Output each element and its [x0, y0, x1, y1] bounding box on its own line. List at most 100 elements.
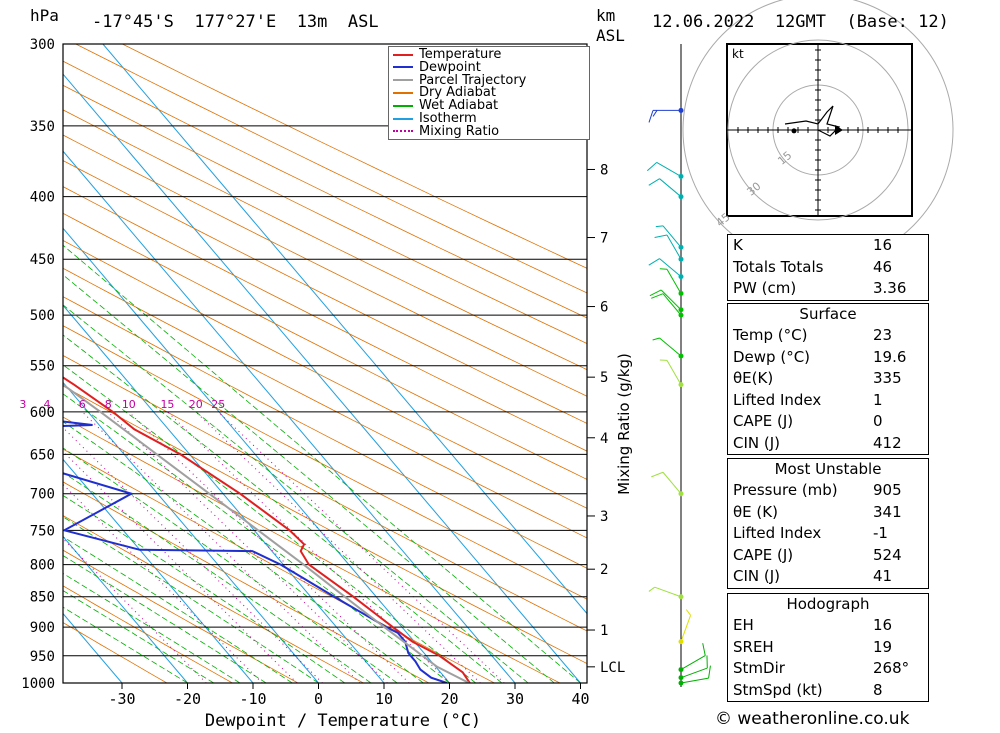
wet-adiabat-line	[63, 472, 372, 683]
temperature-tick-label: 10	[375, 690, 393, 708]
pw-label: PW (cm)	[733, 279, 797, 297]
wind-barb	[648, 258, 684, 280]
isotherm-line	[63, 458, 254, 683]
dry-adiabat-line	[63, 160, 587, 424]
pressure-tick-label: 900	[30, 620, 55, 636]
legend-swatch	[393, 117, 413, 120]
temperature-tick-label: -10	[239, 690, 266, 708]
pressure-tick-label: 950	[30, 649, 55, 665]
wind-barb-staff	[680, 667, 708, 679]
km-tick-label: LCL	[600, 660, 625, 676]
wind-barb	[648, 107, 684, 123]
wind-barb-flag	[655, 225, 664, 228]
mixing-ratio-lines	[63, 411, 505, 683]
legend-swatch	[393, 53, 413, 56]
wind-barb-staff	[662, 225, 682, 248]
isotherm-line	[102, 44, 587, 615]
wind-barb	[659, 359, 684, 388]
profile-series	[63, 376, 471, 683]
temperature-tick-label: 0	[314, 690, 323, 708]
dry-adiabat-line	[122, 44, 587, 269]
wind-barb-flag	[654, 234, 668, 238]
legend-label: Dewpoint	[419, 59, 481, 75]
legend-label: Parcel Trajectory	[419, 72, 527, 88]
dry-adiabat-line	[63, 481, 430, 683]
dry-adiabat-line	[63, 515, 364, 683]
mixing-ratio-tick-label: 3	[19, 398, 26, 411]
wind-barb	[678, 655, 708, 681]
mixing-ratio-tick-label: 20	[189, 398, 203, 411]
series-parcel-trajectory-line	[63, 383, 470, 683]
location-title: -17°45'S 177°27'E 13m ASL	[92, 12, 379, 32]
wind-barb-flag	[646, 162, 658, 172]
copyright-text: © weatheronline.co.uk	[715, 709, 910, 729]
legend-item: Isotherm	[393, 112, 477, 125]
wind-barb-staff	[662, 293, 682, 316]
legend-swatch	[393, 79, 413, 82]
surface-cape-value: 0	[873, 412, 883, 430]
dry-adiabat-line	[63, 585, 233, 683]
mu-title: Most Unstable	[774, 460, 882, 478]
hodo-sreh-value: 19	[873, 637, 893, 656]
legend-label: Wet Adiabat	[419, 98, 499, 114]
wind-barb-flag	[648, 110, 654, 123]
wind-barb-staff	[680, 615, 692, 642]
isotherm-line	[63, 381, 319, 683]
wind-barb-staff	[666, 234, 682, 260]
wind-barb	[649, 289, 684, 313]
hodo-sreh-label: SREH	[733, 637, 774, 656]
surface-cin-label: CIN (J)	[733, 433, 781, 452]
mixing-ratio-tick-label: 6	[79, 398, 86, 411]
chart-legend: Temperature Dewpoint Parcel Trajectory Dry …	[388, 46, 590, 140]
wind-barb-staff	[659, 178, 682, 198]
legend-item: Temperature	[393, 48, 501, 61]
mixing-ratio-line	[107, 411, 388, 683]
wet-adiabat-line	[63, 447, 398, 683]
mixing-ratio-line	[128, 411, 410, 683]
wind-barb	[678, 665, 711, 686]
km-tick-label: 6	[600, 300, 608, 316]
wind-barb-flag	[649, 289, 662, 297]
legend-item: Dry Adiabat	[393, 86, 496, 99]
hodograph-unit-label: kt	[732, 47, 744, 61]
surface-cin-value: 412	[873, 433, 902, 452]
wind-barb-staff	[659, 337, 682, 357]
km-tick-label: 5	[600, 370, 608, 386]
mixing-ratio-line	[217, 411, 505, 683]
wind-barb-staff	[666, 360, 682, 385]
surface-temp-label: Temp (°C)	[733, 326, 808, 344]
isotherm-line	[63, 227, 450, 683]
dry-adiabat-line	[75, 44, 587, 294]
temperature-tick-label: 30	[506, 690, 524, 708]
wind-barb	[648, 178, 684, 200]
legend-swatch	[393, 130, 413, 133]
temperature-tick-label: -20	[174, 690, 201, 708]
wind-barb	[651, 471, 684, 497]
surface-title: Surface	[799, 305, 857, 323]
totals-value: 46	[873, 257, 893, 276]
legend-item: Mixing Ratio	[393, 125, 499, 138]
km-tick-label: 3	[600, 509, 608, 525]
mu-li-value: -1	[873, 524, 888, 542]
mixing-ratio-tick-label: 10	[122, 398, 136, 411]
surface-li-label: Lifted Index	[733, 390, 822, 409]
legend-swatch	[393, 91, 413, 94]
wind-barb-staff	[680, 655, 706, 670]
wind-barb	[648, 586, 684, 600]
surface-li-value: 1	[873, 390, 883, 409]
mu-cin-label: CIN (J)	[733, 567, 781, 585]
wind-barb	[652, 337, 684, 359]
mixing-ratio-tick-label: 25	[211, 398, 225, 411]
mu-cape-value: 524	[873, 545, 902, 564]
km-tick-label: 1	[600, 623, 608, 639]
wind-barb-staff	[666, 268, 682, 294]
km-tick-label: 4	[600, 431, 608, 447]
km-tick-label: 2	[600, 562, 608, 578]
legend-swatch	[393, 66, 413, 69]
wind-barb-staff	[662, 471, 682, 495]
series-temperature-line	[63, 376, 471, 683]
wind-barb-flag	[702, 643, 706, 656]
wind-barb	[659, 268, 684, 296]
mu-cin-value: 41	[873, 567, 893, 585]
surface-temp-value: 23	[873, 326, 893, 344]
